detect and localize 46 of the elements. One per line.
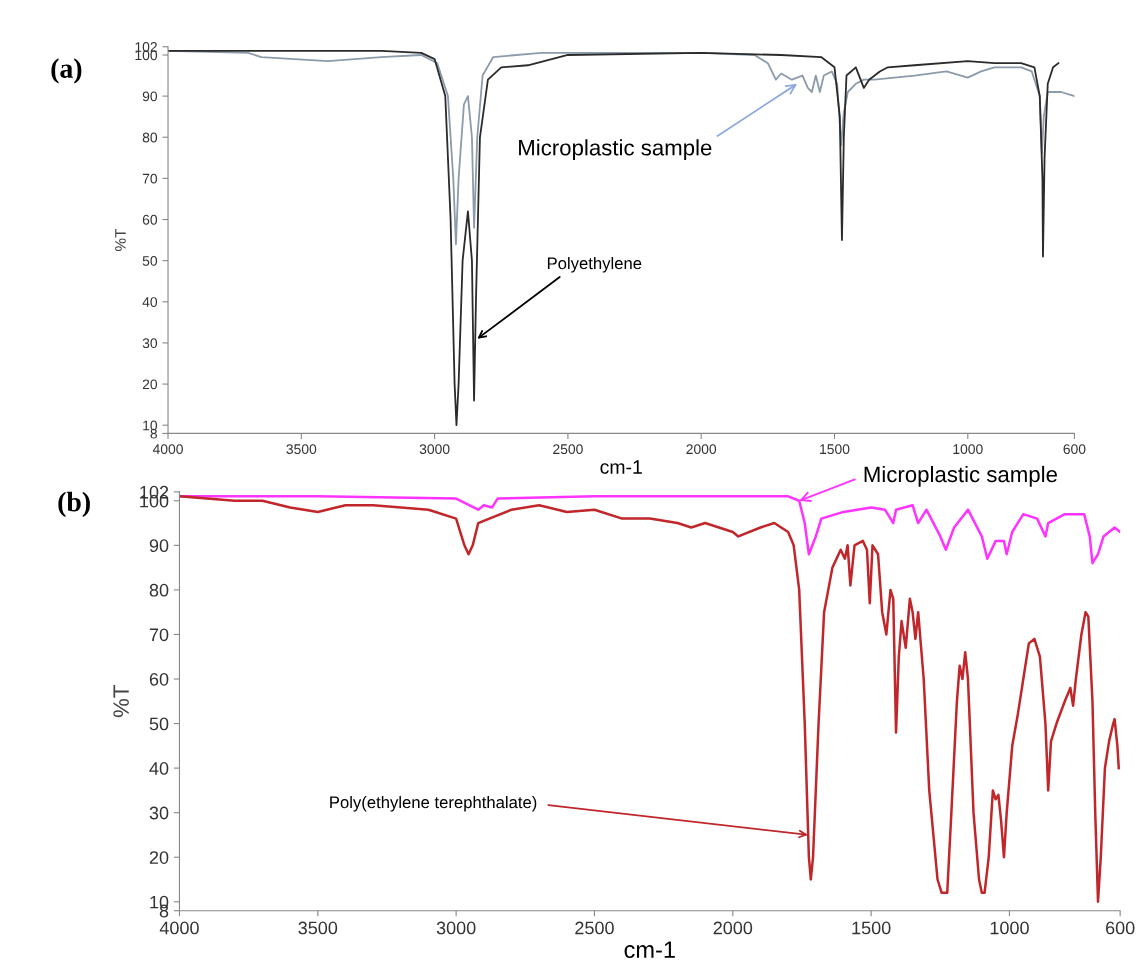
- chart-title: (a): [51, 58, 82, 84]
- y-tick-label: 100: [135, 50, 158, 61]
- annotation: Microplastic sample: [519, 139, 712, 160]
- x-tick-label: 3500: [298, 921, 338, 935]
- y-axis-title: %T: [115, 228, 126, 252]
- annotation: Microplastic sample: [864, 465, 1057, 487]
- x-tick-label: 2500: [575, 921, 614, 935]
- y-axis-title: %T: [113, 685, 129, 718]
- y-tick-label: 50: [149, 717, 169, 731]
- x-axis-title: cm-1: [600, 460, 642, 474]
- x-axis-title: cm-1: [624, 941, 675, 959]
- y-tick-label: 80: [149, 583, 169, 597]
- x-tick-label: 3500: [286, 444, 317, 455]
- x-tick-label: 3000: [419, 444, 450, 455]
- x-tick-label: 1500: [820, 444, 850, 455]
- y-tick-label: 80: [142, 132, 158, 143]
- annotation: Polyethylene: [547, 257, 642, 273]
- y-tick-label: 70: [142, 173, 158, 184]
- y-tick-label: 90: [149, 539, 169, 553]
- y-tick-label: 30: [149, 806, 169, 820]
- y-tick-label: 90: [142, 91, 158, 102]
- y-tick-label: 20: [142, 379, 158, 390]
- y-tick-label: 60: [149, 672, 169, 686]
- x-tick-label: 600: [1106, 921, 1135, 935]
- y-tick-label: 102: [135, 42, 157, 52]
- annotation: Poly(ethylene terephthalate): [330, 795, 537, 812]
- y-tick-label: 70: [149, 628, 169, 642]
- x-tick-label: 4000: [159, 921, 199, 935]
- x-tick-label: 1000: [990, 921, 1029, 935]
- x-tick-label: 4000: [152, 444, 183, 455]
- chart-title: (b): [58, 491, 90, 518]
- x-tick-label: 2500: [553, 444, 583, 455]
- x-tick-label: 1500: [852, 921, 891, 935]
- y-tick-label: 50: [142, 255, 158, 266]
- y-tick-label: 60: [142, 214, 158, 225]
- x-tick-label: 2000: [713, 921, 753, 935]
- x-tick-label: 600: [1063, 444, 1086, 455]
- y-tick-label: 40: [142, 297, 158, 307]
- x-tick-label: 3000: [436, 921, 476, 935]
- line-series: [179, 495, 1121, 904]
- x-tick-label: 2000: [686, 444, 717, 455]
- y-tick-label: 40: [149, 762, 169, 775]
- line-series: [168, 49, 1060, 427]
- y-tick-label: 20: [149, 851, 169, 864]
- x-tick-label: 1000: [953, 444, 983, 455]
- y-tick-label: 30: [142, 338, 158, 349]
